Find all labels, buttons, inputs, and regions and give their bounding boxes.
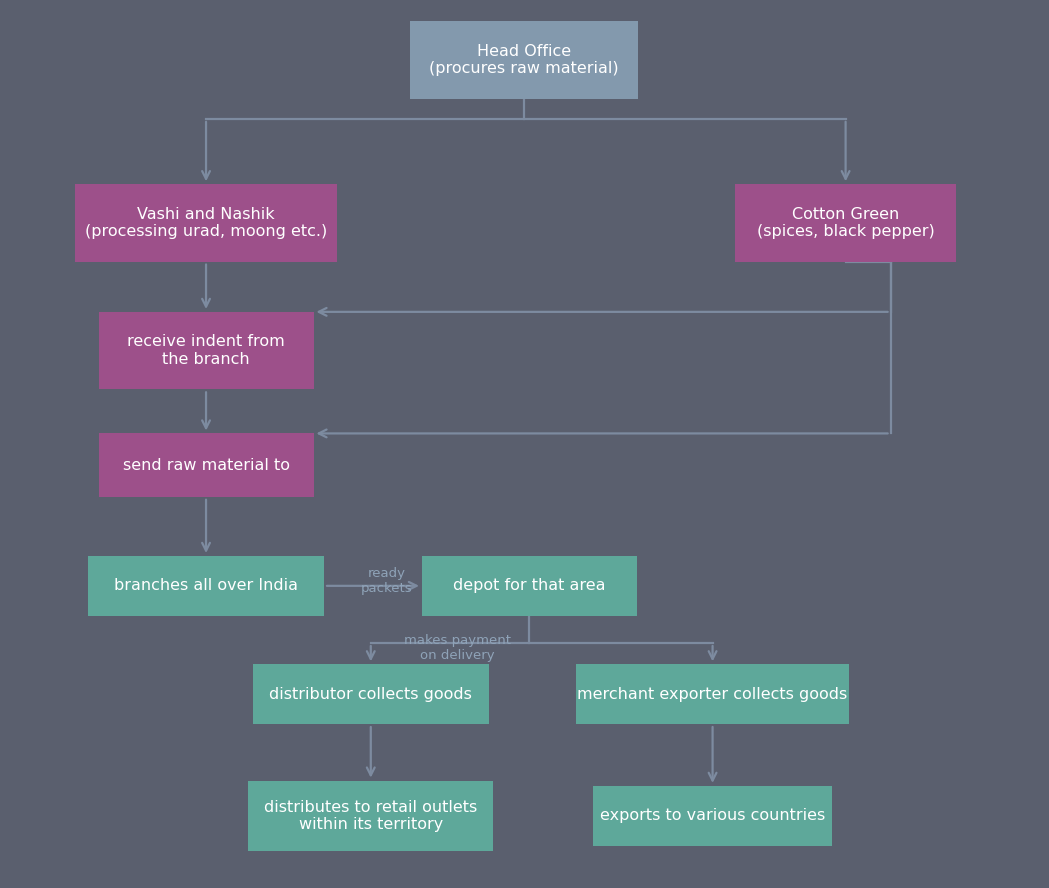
FancyBboxPatch shape (99, 312, 314, 389)
FancyBboxPatch shape (253, 664, 489, 724)
FancyBboxPatch shape (593, 786, 833, 845)
Text: exports to various countries: exports to various countries (600, 808, 826, 823)
Text: makes payment
on delivery: makes payment on delivery (404, 634, 511, 662)
FancyBboxPatch shape (576, 664, 849, 724)
Text: receive indent from
the branch: receive indent from the branch (127, 335, 285, 367)
Text: distributes to retail outlets
within its territory: distributes to retail outlets within its… (264, 799, 477, 832)
FancyBboxPatch shape (74, 184, 338, 262)
Text: Head Office
(procures raw material): Head Office (procures raw material) (429, 44, 619, 76)
FancyBboxPatch shape (88, 556, 324, 615)
FancyBboxPatch shape (249, 781, 493, 851)
Text: Vashi and Nashik
(processing urad, moong etc.): Vashi and Nashik (processing urad, moong… (85, 207, 327, 239)
FancyBboxPatch shape (99, 433, 314, 497)
Text: send raw material to: send raw material to (123, 457, 290, 472)
Text: distributor collects goods: distributor collects goods (270, 686, 472, 702)
FancyBboxPatch shape (422, 556, 637, 615)
Text: Cotton Green
(spices, black pepper): Cotton Green (spices, black pepper) (756, 207, 935, 239)
FancyBboxPatch shape (410, 21, 638, 99)
FancyBboxPatch shape (735, 184, 956, 262)
Text: depot for that area: depot for that area (453, 578, 605, 593)
Text: branches all over India: branches all over India (114, 578, 298, 593)
Text: merchant exporter collects goods: merchant exporter collects goods (577, 686, 848, 702)
Text: ready
packets: ready packets (361, 567, 412, 596)
